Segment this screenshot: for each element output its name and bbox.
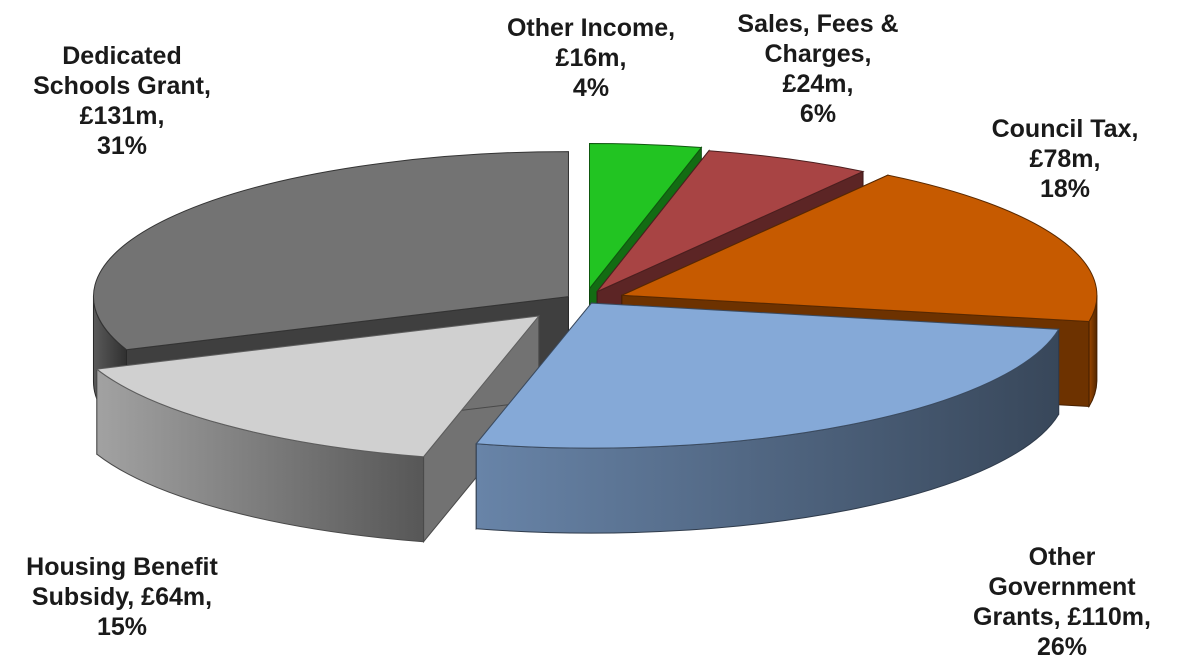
slice-label-line: Other Income, bbox=[507, 14, 675, 42]
slice-label-line: £131m, bbox=[80, 102, 165, 130]
slice-label-line: Council Tax, bbox=[992, 115, 1139, 143]
slice-label-line: Sales, Fees & bbox=[737, 10, 898, 38]
slice-label-line: Other bbox=[1029, 543, 1096, 571]
slice-label-housing-benefit-subsidy: Housing Benefit Subsidy, £64m, 15% bbox=[26, 553, 218, 641]
pie-slice-housing-benefit-subsidy bbox=[95, 314, 540, 544]
slice-label-line: 6% bbox=[800, 100, 836, 128]
slice-label-line: 18% bbox=[1040, 175, 1090, 203]
slice-label-line: £24m, bbox=[783, 70, 854, 98]
pie-slice-other-government-grants bbox=[475, 301, 1060, 534]
slice-label-line: Grants, £110m, bbox=[973, 603, 1151, 631]
slice-label-line: 26% bbox=[1037, 633, 1087, 661]
pie-labels: Other Income, £16m, 4% Sales, Fees & Charges… bbox=[26, 10, 1151, 661]
slice-label-other-income: Other Income, £16m, 4% bbox=[507, 14, 675, 102]
slice-label-line: 31% bbox=[97, 132, 147, 160]
slice-label-line: Charges, bbox=[765, 40, 872, 68]
slice-label-line: 15% bbox=[97, 613, 147, 641]
slice-label-sales-fees-charges: Sales, Fees & Charges, £24m, 6% bbox=[737, 10, 898, 128]
slice-label-line: Schools Grant, bbox=[33, 72, 211, 100]
slice-label-council-tax: Council Tax, £78m, 18% bbox=[992, 115, 1139, 203]
slice-label-line: 4% bbox=[573, 74, 609, 102]
slice-label-line: Subsidy, £64m, bbox=[32, 583, 212, 611]
slice-label-line: £16m, bbox=[556, 44, 627, 72]
slice-label-other-government-grants: Other Government Grants, £110m, 26% bbox=[973, 543, 1151, 661]
slice-label-line: £78m, bbox=[1030, 145, 1101, 173]
slice-label-line: Dedicated bbox=[62, 42, 181, 70]
pie-slices bbox=[92, 142, 1098, 544]
slice-label-dedicated-schools-grant: Dedicated Schools Grant, £131m, 31% bbox=[33, 42, 211, 160]
slice-label-line: Housing Benefit bbox=[26, 553, 218, 581]
slice-label-line: Government bbox=[988, 573, 1136, 601]
